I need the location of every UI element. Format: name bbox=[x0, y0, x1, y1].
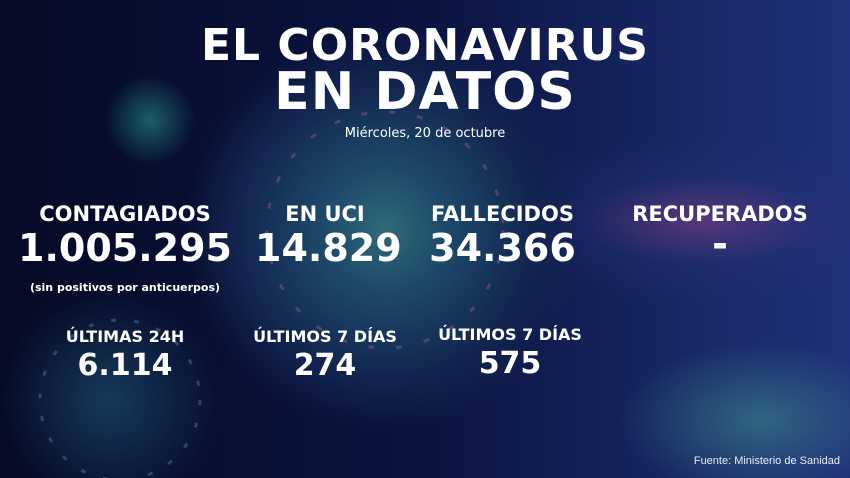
stat-value-fallecidos: 34.366 bbox=[429, 226, 576, 270]
date-subtitle: Miércoles, 20 de octubre bbox=[344, 126, 506, 141]
stat-value-recuperados: - bbox=[712, 222, 728, 266]
recent-value-24h: 6.114 bbox=[77, 348, 173, 383]
title-line-2: EN DATOS bbox=[274, 62, 576, 122]
stat-label-recuperados: RECUPERADOS bbox=[632, 202, 808, 226]
stat-value-contagiados: 1.005.295 bbox=[18, 226, 232, 270]
stat-label-fallecidos: FALLECIDOS bbox=[431, 202, 574, 226]
recent-label-24h: ÚLTIMAS 24H bbox=[65, 327, 185, 346]
recent-label-fallecidos-7d: ÚLTIMOS 7 DÍAS bbox=[438, 325, 582, 344]
stat-value-uci: 14.829 bbox=[255, 226, 402, 270]
source-footer: Fuente: Ministerio de Sanidad bbox=[693, 455, 840, 467]
stat-label-uci: EN UCI bbox=[285, 202, 365, 226]
title-line-1: EL CORONAVIRUS bbox=[200, 20, 649, 71]
recent-value-uci-7d: 274 bbox=[293, 348, 357, 383]
recent-value-fallecidos-7d: 575 bbox=[478, 346, 542, 381]
stat-label-contagiados: CONTAGIADOS bbox=[39, 202, 211, 226]
stat-note-contagiados: (sin positivos por anticuerpos) bbox=[29, 281, 221, 294]
recent-label-uci-7d: ÚLTIMOS 7 DÍAS bbox=[253, 327, 397, 346]
